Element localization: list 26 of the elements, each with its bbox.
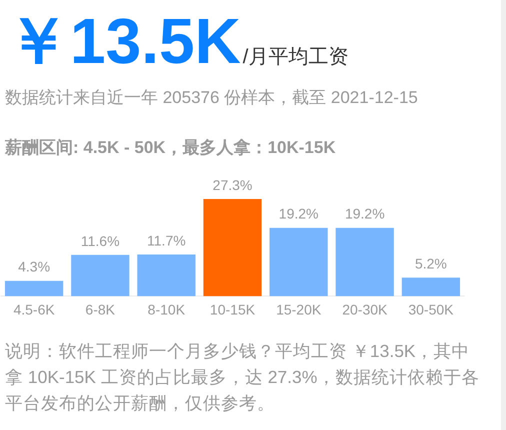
bar (71, 254, 130, 296)
x-tick-label: 30-50K (408, 301, 454, 318)
data-label: 11.7% (147, 232, 186, 248)
data-label: 4.3% (18, 258, 50, 275)
text: 数据统计来自近一年 205376 份样本，截至 2021-12-15 (5, 87, 418, 109)
x-tick-label: 6-8K (85, 301, 116, 318)
data-label: 19.2% (278, 206, 318, 222)
data-label: 27.3% (212, 176, 252, 193)
text: 说明：软件工程师一个月多少钱？平均工资 ￥13.5K，其中拿 10K-15K 工资的占比最多，达 27.3%，数据统计依赖于各平台发布的公开薪酬，仅供参考。 (5, 340, 480, 415)
x-tick-label: 15-20K (276, 301, 322, 318)
bar (4, 280, 64, 296)
text: 薪酬区间: 4.5K - 50K，最多人拿：10K-15K (5, 137, 336, 159)
bar (402, 278, 460, 296)
x-tick-label: 4.5-6K (13, 301, 56, 318)
x-tick-label: 10-15K (210, 301, 256, 318)
bar (137, 254, 196, 296)
x-tick-label: 20-30K (342, 301, 388, 318)
data-label: 5.2% (414, 256, 447, 272)
data-label: 19.2% (344, 206, 385, 222)
chart-subtitle: /月平均工资 (242, 45, 348, 70)
x-tick-label: 8-10K (148, 301, 186, 318)
bar (203, 199, 262, 296)
chart-title: ￥13.5K (6, 5, 241, 77)
bar (336, 228, 394, 296)
data-label: 11.6% (80, 232, 120, 249)
bar (270, 228, 328, 296)
